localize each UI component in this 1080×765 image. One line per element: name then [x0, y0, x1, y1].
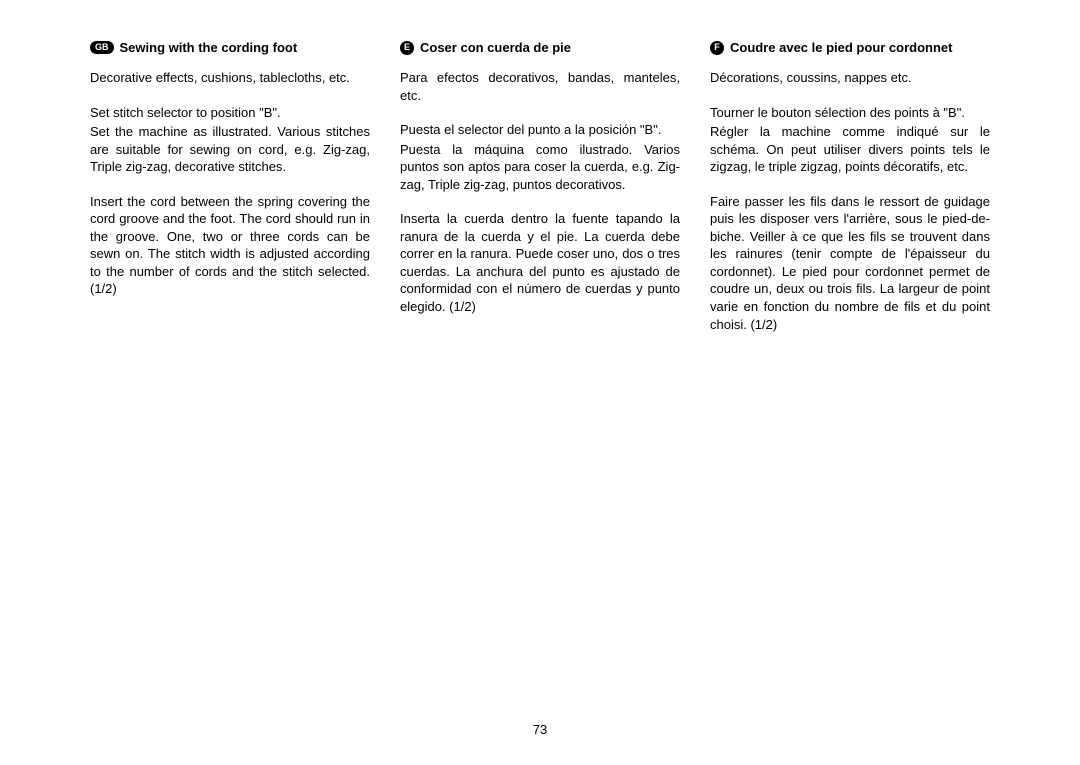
heading-text-gb: Sewing with the cording foot	[120, 40, 298, 55]
page-container: GB Sewing with the cording foot Decorati…	[0, 0, 1080, 370]
column-f: F Coudre avec le pied pour cordonnet Déc…	[710, 40, 990, 350]
heading-text-f: Coudre avec le pied pour cordonnet	[730, 40, 952, 55]
page-number: 73	[533, 722, 547, 737]
paragraph-e-4: Inserta la cuerda dentro la fuente tapan…	[400, 210, 680, 315]
language-badge-gb: GB	[90, 41, 114, 54]
heading-row-gb: GB Sewing with the cording foot	[90, 40, 370, 55]
paragraph-gb-1: Decorative effects, cushions, tablecloth…	[90, 69, 370, 87]
language-badge-e: E	[400, 41, 414, 55]
column-e: E Coser con cuerda de pie Para efectos d…	[400, 40, 680, 350]
paragraph-f-2: Tourner le bouton sélection des points à…	[710, 104, 990, 122]
paragraph-gb-3: Set the machine as illustrated. Various …	[90, 123, 370, 176]
paragraph-gb-2: Set stitch selector to position "B".	[90, 104, 370, 122]
paragraph-e-3: Puesta la máquina como ilustrado. Varios…	[400, 141, 680, 194]
paragraph-f-4: Faire passer les fils dans le ressort de…	[710, 193, 990, 333]
paragraph-gb-4: Insert the cord between the spring cover…	[90, 193, 370, 298]
heading-row-f: F Coudre avec le pied pour cordonnet	[710, 40, 990, 55]
paragraph-e-2: Puesta el selector del punto a la posici…	[400, 121, 680, 139]
heading-text-e: Coser con cuerda de pie	[420, 40, 571, 55]
heading-row-e: E Coser con cuerda de pie	[400, 40, 680, 55]
language-badge-f: F	[710, 41, 724, 55]
column-gb: GB Sewing with the cording foot Decorati…	[90, 40, 370, 350]
paragraph-e-1: Para efectos decorativos, bandas, mantel…	[400, 69, 680, 104]
paragraph-f-3: Régler la machine comme indiqué sur le s…	[710, 123, 990, 176]
paragraph-f-1: Décorations, coussins, nappes etc.	[710, 69, 990, 87]
